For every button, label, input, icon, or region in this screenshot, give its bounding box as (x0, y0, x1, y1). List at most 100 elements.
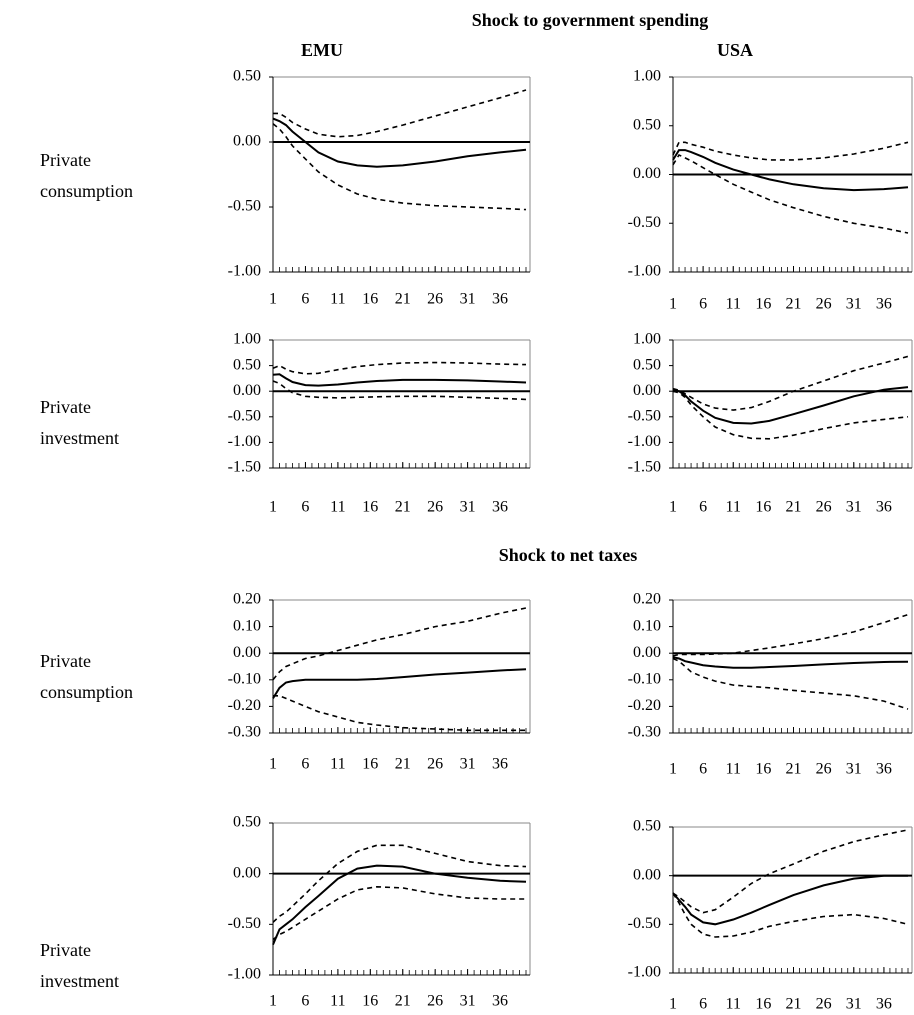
y-tick-label: 0.00 (233, 133, 261, 150)
x-tick-label: 31 (846, 996, 862, 1013)
x-tick-label: 11 (726, 761, 741, 778)
x-tick-label: 36 (492, 993, 508, 1010)
x-tick-label: 21 (395, 291, 411, 308)
series-line (272, 668, 527, 699)
x-tick-label: 21 (395, 993, 411, 1010)
y-tick-label: -1.00 (228, 263, 261, 280)
series-line (272, 373, 527, 387)
x-tick-label: 6 (301, 499, 309, 516)
x-tick-label: 16 (755, 996, 771, 1013)
y-tick-label: 0.00 (633, 382, 661, 399)
x-tick-label: 6 (301, 756, 309, 773)
series-line (272, 885, 526, 941)
x-tick-label: 11 (726, 296, 741, 313)
series-line (672, 386, 909, 425)
y-tick-label: -1.50 (628, 459, 661, 476)
x-tick-label: 21 (395, 499, 411, 516)
x-tick-label: 16 (362, 756, 378, 773)
x-tick-label: 11 (726, 499, 741, 516)
x-tick-label: 31 (846, 296, 862, 313)
x-tick-label: 16 (362, 993, 378, 1010)
x-tick-label: 31 (460, 993, 476, 1010)
series-line (272, 844, 527, 923)
y-tick-label: 0.00 (633, 866, 661, 883)
x-tick-label: 1 (669, 761, 677, 778)
y-tick-label: -0.20 (228, 697, 261, 714)
x-tick-label: 36 (492, 756, 508, 773)
y-tick-label: 0.50 (633, 116, 661, 133)
series-line (672, 153, 909, 234)
x-tick-label: 16 (362, 291, 378, 308)
series-line (272, 361, 527, 375)
x-tick-label: 11 (726, 996, 741, 1013)
series-line (672, 656, 909, 669)
x-tick-label: 16 (755, 761, 771, 778)
y-tick-label: -0.50 (628, 915, 661, 932)
x-tick-label: 26 (427, 291, 443, 308)
section-title: Shock to net taxes (498, 545, 638, 565)
y-tick-label: 1.00 (633, 331, 661, 348)
series-line (672, 141, 909, 161)
series-line (672, 874, 908, 926)
x-tick-label: 31 (460, 291, 476, 308)
x-tick-label: 6 (699, 761, 707, 778)
row-label: Private consumption (40, 150, 133, 201)
series-line (272, 607, 527, 681)
y-tick-label: 0.50 (233, 356, 261, 373)
x-tick-label: 26 (816, 996, 832, 1013)
y-tick-label: 1.00 (233, 331, 261, 348)
y-tick-label: 0.50 (233, 68, 261, 85)
x-tick-label: 1 (269, 291, 277, 308)
series-line (272, 380, 527, 401)
y-tick-label: 0.50 (633, 818, 661, 835)
x-tick-label: 6 (699, 296, 707, 313)
x-tick-label: 6 (699, 996, 707, 1013)
x-tick-label: 26 (427, 756, 443, 773)
x-tick-label: 21 (786, 499, 802, 516)
series-line (272, 864, 527, 945)
series-line (672, 355, 909, 411)
y-tick-label: 0.00 (233, 644, 261, 661)
series-line (672, 390, 909, 440)
x-tick-label: 31 (846, 761, 862, 778)
series-line (672, 613, 909, 657)
row-label: Private investment (40, 940, 119, 991)
x-tick-label: 26 (816, 499, 832, 516)
y-tick-label: 0.50 (233, 814, 261, 831)
x-tick-label: 6 (699, 499, 707, 516)
y-tick-label: 0.10 (633, 617, 661, 634)
y-tick-label: 0.10 (233, 617, 261, 634)
x-tick-label: 1 (269, 756, 277, 773)
y-tick-label: -1.00 (628, 263, 661, 280)
series-line (672, 657, 909, 710)
x-tick-label: 21 (395, 756, 411, 773)
y-tick-label: -1.00 (228, 966, 261, 983)
x-tick-label: 31 (846, 499, 862, 516)
y-tick-label: 0.00 (633, 644, 661, 661)
x-tick-label: 36 (876, 996, 892, 1013)
x-tick-label: 16 (755, 296, 771, 313)
y-tick-label: -0.10 (228, 670, 261, 687)
x-tick-label: 1 (669, 996, 677, 1013)
x-tick-label: 6 (301, 291, 309, 308)
x-tick-label: 6 (301, 993, 309, 1010)
x-tick-label: 21 (786, 996, 802, 1013)
y-tick-label: 0.00 (633, 165, 661, 182)
x-tick-label: 1 (669, 296, 677, 313)
series-line (273, 89, 527, 138)
x-tick-label: 36 (876, 761, 892, 778)
x-tick-label: 21 (786, 761, 802, 778)
y-tick-label: -0.30 (628, 724, 661, 741)
x-tick-label: 26 (427, 499, 443, 516)
x-tick-label: 11 (330, 291, 345, 308)
y-tick-label: -0.50 (628, 214, 661, 231)
x-tick-label: 1 (669, 499, 677, 516)
row-label: Private investment (40, 397, 119, 448)
y-tick-label: 0.20 (233, 591, 261, 608)
section-title: Shock to government spending (471, 10, 709, 30)
x-tick-label: 11 (330, 756, 345, 773)
x-tick-label: 31 (460, 756, 476, 773)
x-tick-label: 36 (492, 291, 508, 308)
